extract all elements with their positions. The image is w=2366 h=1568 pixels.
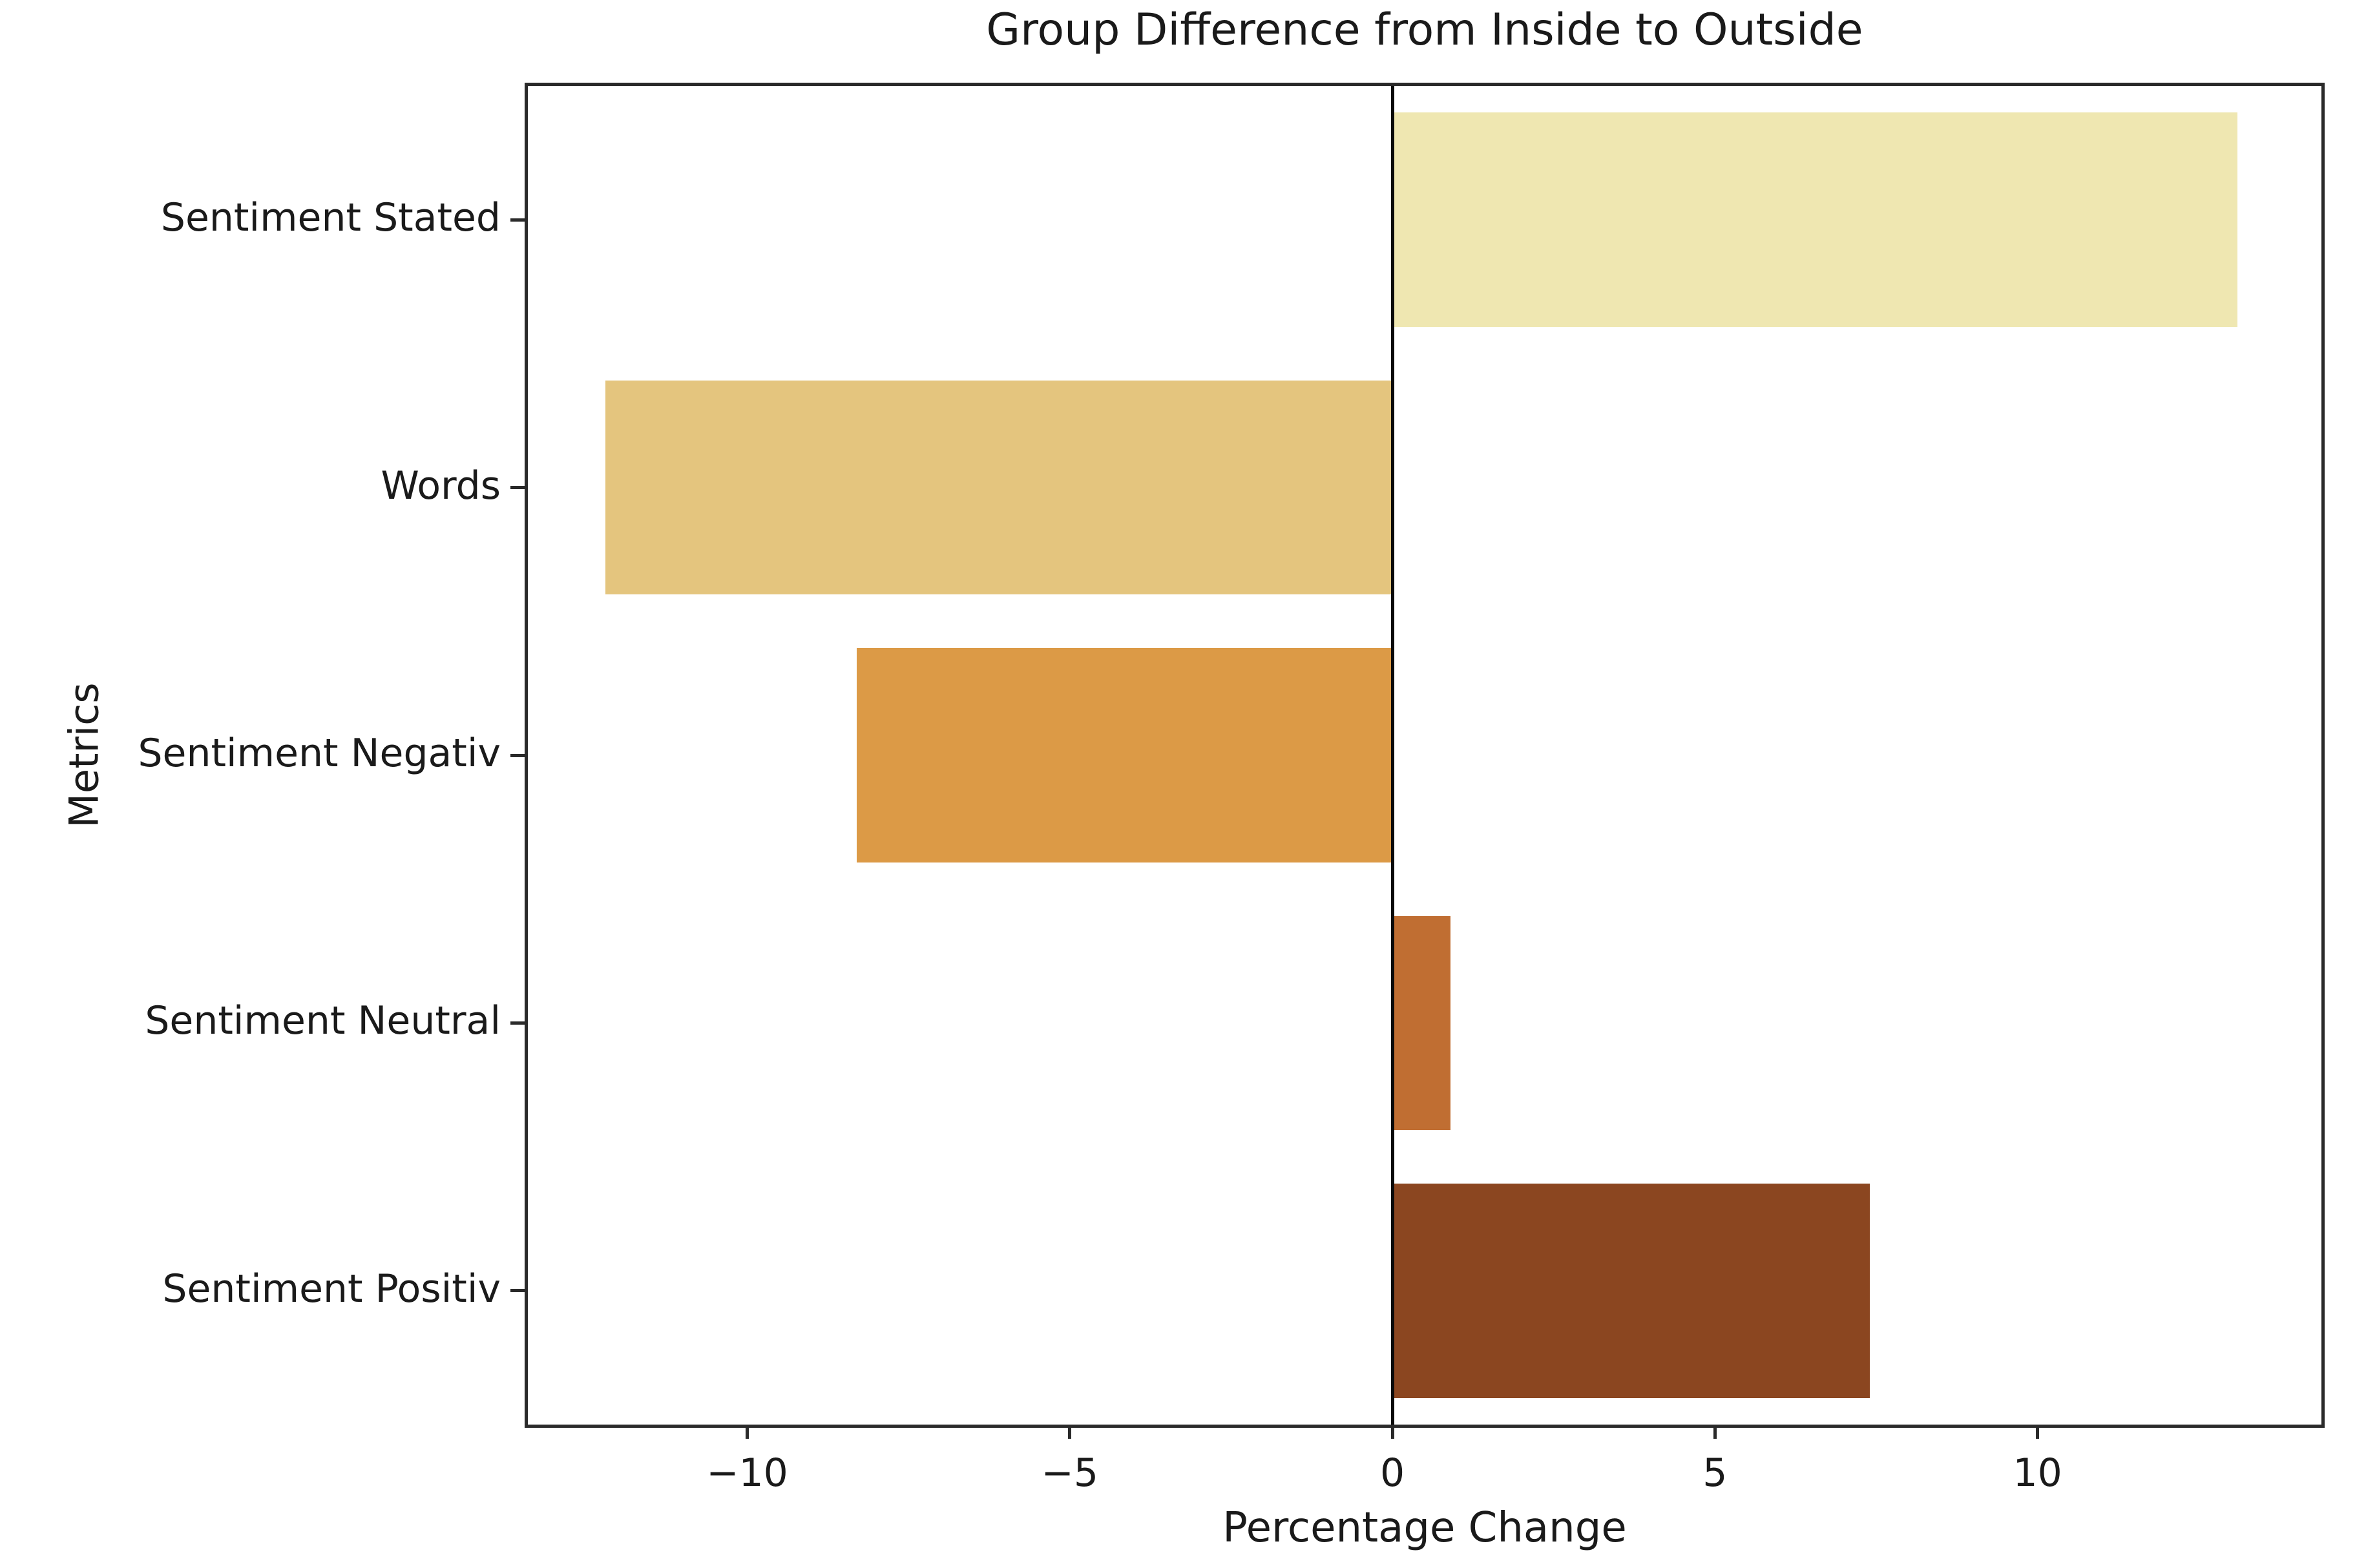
x-tick-mark-0 bbox=[1390, 1425, 1394, 1439]
y-tick-mark-sentiment-negativ bbox=[510, 753, 525, 757]
y-tick-mark-sentiment-neutral bbox=[510, 1021, 525, 1025]
x-tick-label-10: 10 bbox=[2013, 1450, 2062, 1496]
x-axis-label: Percentage Change bbox=[1222, 1504, 1627, 1552]
bar-sentiment-positiv bbox=[1392, 1184, 1870, 1398]
x-tick-label-5: 5 bbox=[1702, 1450, 1728, 1496]
y-axis-label: Metrics bbox=[60, 682, 108, 828]
y-tick-label-sentiment-positiv: Sentiment Positiv bbox=[162, 1266, 501, 1312]
bar-words bbox=[605, 380, 1393, 595]
y-tick-mark-sentiment-positiv bbox=[510, 1289, 525, 1293]
chart-title: Group Difference from Inside to Outside bbox=[986, 5, 1863, 56]
zero-baseline bbox=[1390, 86, 1394, 1425]
bar-sentiment-negativ bbox=[857, 648, 1393, 862]
y-tick-mark-words bbox=[510, 486, 525, 490]
x-tick-mark--5 bbox=[1068, 1425, 1072, 1439]
y-tick-label-sentiment-neutral: Sentiment Neutral bbox=[145, 998, 501, 1044]
x-tick-mark-5 bbox=[1713, 1425, 1717, 1439]
y-tick-label-sentiment-negativ: Sentiment Negativ bbox=[138, 731, 501, 776]
x-tick-label-0: 0 bbox=[1379, 1450, 1405, 1496]
x-tick-mark--10 bbox=[746, 1425, 749, 1439]
x-tick-label--5: −5 bbox=[1041, 1450, 1098, 1496]
bar-sentiment-stated bbox=[1392, 112, 2238, 327]
y-tick-mark-sentiment-stated bbox=[510, 218, 525, 222]
y-tick-label-words: Words bbox=[381, 463, 501, 508]
plot-area bbox=[528, 86, 2321, 1425]
x-tick-label--10: −10 bbox=[706, 1450, 788, 1496]
y-tick-label-sentiment-stated: Sentiment Stated bbox=[160, 195, 501, 241]
x-tick-mark-10 bbox=[2036, 1425, 2040, 1439]
bar-sentiment-neutral bbox=[1392, 915, 1450, 1131]
